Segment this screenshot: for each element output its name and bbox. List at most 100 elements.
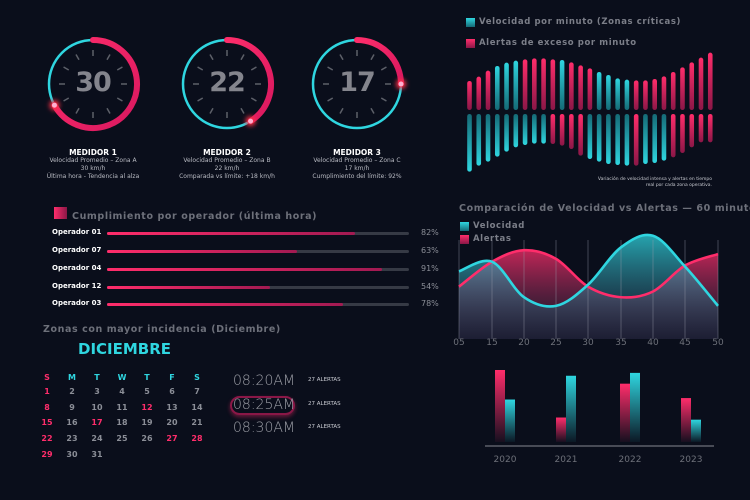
calendar-day[interactable]: 23 bbox=[66, 434, 78, 444]
gauge-line: Velocidad Promedio – Zona A bbox=[49, 157, 137, 164]
weekday-header: F bbox=[169, 373, 175, 382]
operator-name: Operador 07 bbox=[52, 246, 102, 254]
bar-upper bbox=[643, 80, 648, 110]
weekday-header: M bbox=[68, 373, 76, 382]
operator-percent: 63% bbox=[421, 246, 439, 255]
calendar-day[interactable]: 21 bbox=[191, 418, 203, 428]
calendar-day[interactable]: 6 bbox=[169, 387, 175, 396]
gauge-tick bbox=[116, 66, 123, 71]
bar-lower bbox=[633, 114, 639, 166]
calendar-day[interactable]: 15 bbox=[41, 418, 53, 428]
time-alert-count: 27 ALERTAS bbox=[308, 424, 341, 430]
bar-cyan bbox=[505, 399, 515, 442]
x-tick-label: 25 bbox=[550, 338, 561, 348]
bar-lower bbox=[578, 114, 583, 156]
gauge-title: MEDIDOR 2 bbox=[203, 148, 251, 157]
bar-upper bbox=[559, 60, 565, 110]
calendar-day[interactable]: 12 bbox=[141, 402, 153, 412]
calendar-day[interactable]: 19 bbox=[141, 418, 153, 428]
legend-swatch-cyan bbox=[460, 221, 469, 231]
bar-lower bbox=[624, 114, 630, 166]
bar-upper bbox=[504, 62, 509, 110]
calendar-day[interactable]: 2 bbox=[69, 387, 75, 396]
bar-upper bbox=[606, 75, 611, 110]
gauge-tick bbox=[106, 54, 111, 61]
gauge-tick bbox=[327, 66, 334, 71]
legend-label: Alertas de exceso por minuto bbox=[479, 38, 637, 48]
bar-lower bbox=[596, 114, 602, 162]
gauge-tick bbox=[370, 107, 375, 114]
bar-lower bbox=[476, 114, 482, 166]
gauge-marker bbox=[248, 118, 254, 124]
bar-upper bbox=[513, 60, 519, 110]
operator-progress-track bbox=[107, 232, 409, 235]
gauge-marker bbox=[51, 102, 57, 108]
calendar-day[interactable]: 16 bbox=[66, 418, 78, 428]
operator-row: Operador 12 54% bbox=[52, 282, 442, 294]
calendar-day[interactable]: 31 bbox=[91, 449, 103, 459]
bar-upper bbox=[689, 62, 695, 110]
operator-progress-fill bbox=[107, 303, 343, 306]
bar-upper bbox=[615, 78, 620, 110]
bar-upper bbox=[476, 76, 482, 110]
gauge-tick bbox=[75, 107, 80, 114]
time-slot[interactable]: 08:20AM bbox=[233, 373, 296, 389]
calendar-day[interactable]: 20 bbox=[166, 418, 178, 428]
calendar-day[interactable]: 1 bbox=[44, 387, 50, 396]
calendar-day[interactable]: 18 bbox=[116, 418, 128, 428]
calendar-day[interactable]: 28 bbox=[191, 434, 203, 444]
calendar-day[interactable]: 14 bbox=[191, 402, 203, 412]
gauge-tick bbox=[250, 97, 257, 102]
calendar-day[interactable]: 7 bbox=[194, 387, 200, 396]
time-alert-count: 27 ALERTAS bbox=[308, 377, 341, 383]
bar-lower bbox=[559, 114, 565, 146]
x-tick-label: 50 bbox=[712, 338, 724, 348]
operator-progress-track bbox=[107, 268, 409, 271]
gauge-tick bbox=[380, 97, 387, 102]
operator-progress-track bbox=[107, 286, 409, 289]
calendar-day[interactable]: 22 bbox=[41, 434, 53, 444]
gauge-caption: MEDIDOR 1 Velocidad Promedio – Zona A 30 k… bbox=[23, 149, 163, 181]
legend-swatch-pink bbox=[460, 234, 469, 244]
operator-row: Operador 01 82% bbox=[52, 228, 442, 240]
operator-progress-track bbox=[107, 303, 409, 306]
calendar-day[interactable]: 13 bbox=[166, 402, 178, 412]
calendar-day[interactable]: 10 bbox=[91, 402, 103, 412]
gauge-tick bbox=[63, 66, 70, 71]
time-alert-count: 27 ALERTAS bbox=[308, 400, 341, 407]
year-label: 2021 bbox=[555, 455, 578, 465]
calendar-day[interactable]: 4 bbox=[119, 387, 125, 396]
bar-lower bbox=[587, 114, 593, 159]
bar-lower bbox=[532, 114, 537, 144]
bar-upper bbox=[652, 79, 657, 110]
bar-upper bbox=[569, 62, 574, 110]
operator-progress-fill bbox=[107, 250, 298, 253]
time-slot[interactable]: 08:30AM bbox=[233, 420, 296, 436]
calendar-day[interactable]: 17 bbox=[91, 418, 103, 428]
bar-pink bbox=[556, 417, 566, 442]
calendar-day[interactable]: 11 bbox=[116, 402, 128, 412]
weekday-header: T bbox=[94, 373, 100, 382]
calendar-day[interactable]: 5 bbox=[144, 387, 150, 396]
calendar-day[interactable]: 26 bbox=[141, 434, 153, 444]
operator-name: Operador 01 bbox=[52, 228, 102, 236]
time-slot[interactable]: 08:25AM bbox=[233, 396, 296, 413]
operator-percent: 78% bbox=[421, 299, 439, 308]
operator-progress-track bbox=[107, 250, 409, 253]
gauge-line: 30 km/h bbox=[80, 165, 106, 172]
x-tick-label: 45 bbox=[679, 338, 690, 348]
calendar-day[interactable]: 27 bbox=[166, 434, 178, 444]
operator-percent: 54% bbox=[421, 282, 439, 291]
comparison-area-chart: 05 15 20 25 30 35 40 45 50 bbox=[453, 233, 724, 348]
calendar-day[interactable]: 25 bbox=[116, 434, 128, 444]
legend-alertas-minuto: Alertas de exceso por minuto bbox=[466, 38, 637, 48]
gauge-tick bbox=[370, 54, 375, 61]
calendar-day[interactable]: 3 bbox=[94, 387, 100, 396]
calendar-day[interactable]: 24 bbox=[91, 434, 103, 444]
legend-velocidad-minuto: Velocidad por minuto (Zonas críticas) bbox=[466, 17, 681, 27]
calendar-day[interactable]: 9 bbox=[69, 402, 75, 412]
calendar-day[interactable]: 29 bbox=[41, 449, 53, 459]
calendar-day[interactable]: 8 bbox=[44, 402, 50, 412]
line-velocidad bbox=[458, 233, 719, 308]
calendar-day[interactable]: 30 bbox=[66, 449, 78, 459]
